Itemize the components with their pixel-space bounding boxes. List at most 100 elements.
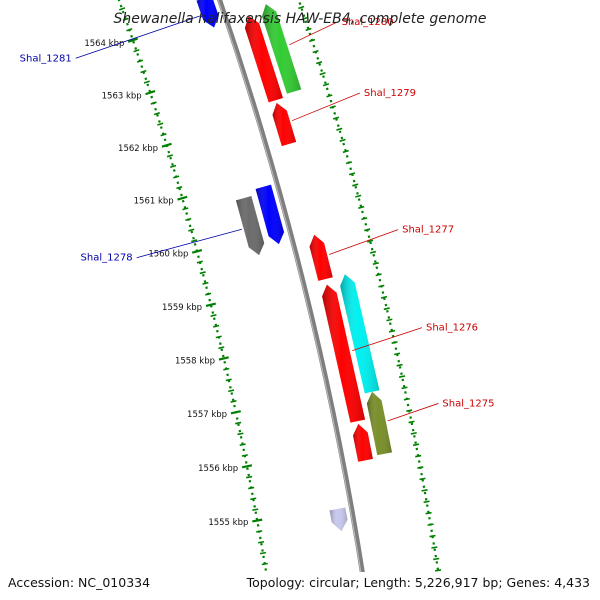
scale-minor-tick [205,292,212,296]
scale-tick-label: 1557 kbp [187,410,227,420]
map-title: Shewanella halifaxensis HAW-EB4, complet… [113,11,486,27]
scale-minor-tick [225,378,232,382]
gene-arrow-shading [244,15,283,103]
scale-minor-tick [326,94,333,98]
scale-minor-tick [403,397,410,401]
scale-minor-tick [369,250,377,254]
scale-minor-tick [412,443,420,447]
scale-minor-tick [140,69,147,74]
scale-minor-tick [126,28,133,32]
scale-minor-tick [191,239,198,243]
scale-minor-tick [239,443,246,447]
scale-minor-tick [185,217,192,221]
scale-minor-tick [361,217,368,221]
scale-minor-tick [182,207,189,211]
gene-label[interactable]: Shal_1280 [342,17,394,28]
scale-minor-tick [176,185,183,190]
scale-tick-label: 1556 kbp [198,464,238,474]
scale-minor-tick [348,172,356,176]
gene-label-leader [291,92,361,122]
scale-minor-tick [237,432,244,436]
scale-major-tick [218,356,229,361]
scale-minor-tick [329,105,336,109]
accession-text: Accession: NC_010334 [8,575,150,590]
scale-major-tick [127,37,139,43]
scale-minor-tick [419,477,426,481]
scale-minor-tick [301,16,309,21]
scale-minor-tick [153,111,161,116]
scale-tick-label: 1558 kbp [175,357,215,367]
scale-minor-tick [188,228,195,232]
scale-minor-tick [375,273,382,277]
scale-major-tick [145,90,156,96]
scale-minor-tick [213,324,220,328]
scale-minor-tick [150,101,157,105]
scale-major-tick [205,302,216,308]
scale-minor-tick [339,138,346,142]
scale-minor-tick [166,154,174,158]
footer-band [0,572,600,600]
scale-minor-tick [358,205,365,209]
scale-tick-label: 1562 kbp [118,144,158,154]
scale-minor-tick [336,127,343,131]
scale-minor-tick [401,386,408,390]
scale-minor-tick [427,523,434,526]
scale-minor-tick [228,389,235,393]
scale-tick-label: 1563 kbp [102,91,142,101]
scale-minor-tick [196,260,203,264]
scale-minor-tick [246,475,253,479]
scale-tick-label: 1559 kbp [162,303,202,313]
gene-label-leader [329,229,399,255]
scale-minor-tick [305,27,312,32]
gene-label[interactable]: Shal_1276 [426,323,478,334]
gene-label-leader [289,21,338,46]
ring-layer [117,0,441,600]
scale-major-tick [230,410,241,415]
gene-label[interactable]: Shal_1278 [81,253,133,264]
gene-label[interactable]: Shal_1277 [402,225,454,236]
gene-arrow-shading [262,4,302,94]
scale-tick-label: 1564 kbp [84,39,124,49]
scale-minor-tick [250,497,257,501]
gene-layer [196,0,393,532]
scale-minor-tick [308,38,316,43]
gene-label-leader [387,403,439,422]
scale-minor-tick [256,530,263,533]
scale-minor-tick [122,17,129,22]
scale-minor-tick [372,262,379,266]
scale-minor-tick [364,228,371,232]
scale-minor-tick [434,569,442,572]
scale-minor-tick [388,329,396,333]
scale-tick-label: 1555 kbp [208,518,248,528]
scale-minor-tick [396,363,403,367]
scale-minor-tick [429,534,436,538]
gene-label-leader [75,15,200,59]
scale-minor-tick [415,454,422,458]
scale-minor-tick [133,48,140,53]
tick-layer: 1555 kbp 1556 kbp 1557 kbp 1558 kbp 1559 kbp… [84,0,442,598]
scale-minor-tick [316,60,323,65]
scale-minor-tick [417,466,424,469]
scale-minor-tick [345,161,353,165]
scale-major-tick [191,249,203,254]
scale-minor-tick [258,540,265,544]
scale-tick-label: 1561 kbp [134,197,174,207]
scale-minor-tick [199,271,206,275]
gene-label[interactable]: Shal_1281 [20,53,72,64]
genome-backbone-highlight [217,0,364,588]
scale-major-tick [177,195,188,201]
gene-label[interactable]: Shal_1275 [442,398,494,409]
gene-arrow-shading [322,284,366,423]
scale-tick-label: 1560 kbp [148,250,188,260]
scale-minor-tick [406,409,413,412]
scale-minor-tick [383,307,390,311]
gene-arrow-shading [353,423,373,462]
scale-minor-tick [119,7,126,11]
gene-label[interactable]: Shal_1279 [364,88,416,99]
scale-minor-tick [433,557,440,561]
scale-minor-tick [235,421,242,425]
scale-minor-tick [252,508,259,511]
genome-summary-text: Topology: circular; Length: 5,226,917 bp… [246,575,590,590]
scale-minor-tick [157,122,164,126]
scale-minor-tick [342,149,349,154]
